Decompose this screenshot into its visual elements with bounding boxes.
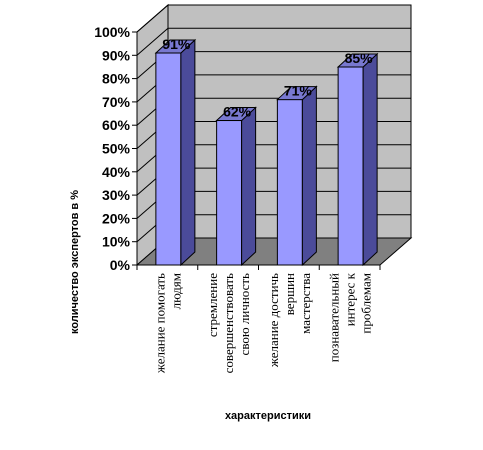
y-tick-label: 70% xyxy=(102,94,131,110)
category-label-line: совершенствовать xyxy=(221,273,236,373)
y-tick-label: 50% xyxy=(102,141,131,157)
category-label-line: желание достичь xyxy=(266,273,281,368)
data-label: 91% xyxy=(162,36,191,52)
bar-top xyxy=(154,39,197,54)
bar-top xyxy=(276,86,318,101)
y-tick-label: 80% xyxy=(102,71,131,87)
category-label: познавательный интерес к проблемам xyxy=(327,272,374,362)
bar xyxy=(215,106,257,267)
bar-side xyxy=(241,106,257,267)
gridline xyxy=(136,4,411,33)
data-label: 62% xyxy=(223,104,252,120)
bar-side xyxy=(362,52,378,267)
bar-side xyxy=(180,38,196,267)
bar-front xyxy=(276,99,303,266)
category-label-line: мастерства xyxy=(298,273,313,334)
category-label: желание помогать людям xyxy=(152,273,183,374)
category-label-line: людям xyxy=(168,273,183,309)
category-label-line: свою личность xyxy=(237,273,252,355)
y-axis-title: количество экспертов в % xyxy=(69,190,81,334)
bar-top xyxy=(336,53,379,68)
chart-bars xyxy=(154,38,379,267)
bar-front xyxy=(155,52,182,266)
data-label: 71% xyxy=(284,83,313,99)
category-label: желание достичь вершин мастерства xyxy=(266,273,313,368)
bar xyxy=(154,38,197,267)
y-axis: 0% 10% 20% 30% 40% 50% 60% 70% 80% 90% 100% xyxy=(94,24,137,273)
bar-front xyxy=(337,66,364,266)
y-tick-label: 90% xyxy=(102,47,131,63)
x-axis-categories: желание помогать людям стремление совершенс… xyxy=(136,265,381,374)
y-tick-label: 0% xyxy=(110,257,131,273)
category-label-line: проблемам xyxy=(359,273,374,334)
category-label: стремление совершенствовать свою личность xyxy=(205,273,252,374)
y-tick-label: 10% xyxy=(102,234,131,250)
category-label-line: познавательный xyxy=(327,273,342,362)
category-label-line: интерес к xyxy=(343,272,358,326)
y-tick-label: 30% xyxy=(102,187,131,203)
data-labels: 91% 62% 71% 85% xyxy=(162,36,373,120)
y-tick-label: 60% xyxy=(102,117,131,133)
category-label-line: стремление xyxy=(205,273,220,337)
y-tick-label: 20% xyxy=(102,210,131,226)
bar-front xyxy=(216,120,243,266)
category-label-line: желание помогать xyxy=(152,273,167,374)
bar-top xyxy=(215,107,257,122)
bar xyxy=(276,85,318,267)
y-tick-label: 100% xyxy=(94,24,130,40)
category-label-line: вершин xyxy=(282,273,297,315)
gridline xyxy=(136,27,411,56)
y-tick-label: 40% xyxy=(102,164,131,180)
bar-side xyxy=(301,85,317,267)
x-axis-title: характеристики xyxy=(225,410,311,422)
data-label: 85% xyxy=(345,50,374,66)
bar xyxy=(336,52,379,267)
